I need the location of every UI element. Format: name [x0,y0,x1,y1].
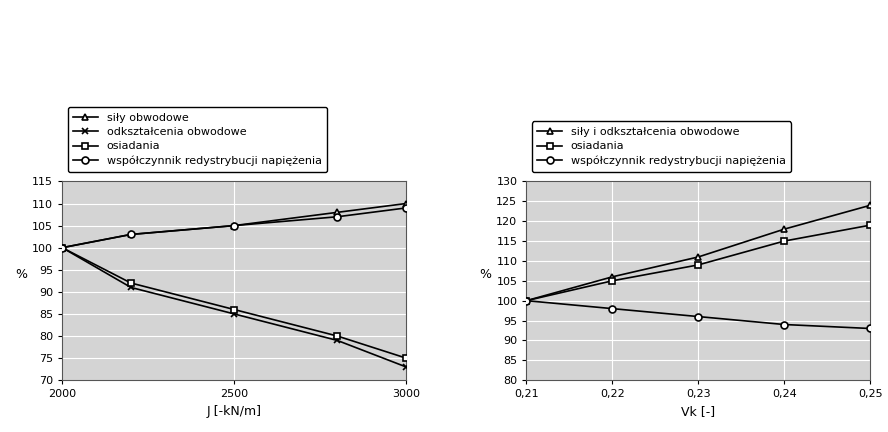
X-axis label: J [-kN/m]: J [-kN/m] [207,405,262,418]
Legend: siły obwodowe, odkształcenia obwodowe, osiadania, współczynnik redystrybucji nap: siły obwodowe, odkształcenia obwodowe, o… [67,107,327,172]
Legend: siły i odkształcenia obwodowe, osiadania, współczynnik redystrybucji napiężenia: siły i odkształcenia obwodowe, osiadania… [532,121,791,172]
Y-axis label: %: % [480,268,491,281]
Y-axis label: %: % [15,268,27,281]
X-axis label: Vk [-]: Vk [-] [681,405,716,418]
